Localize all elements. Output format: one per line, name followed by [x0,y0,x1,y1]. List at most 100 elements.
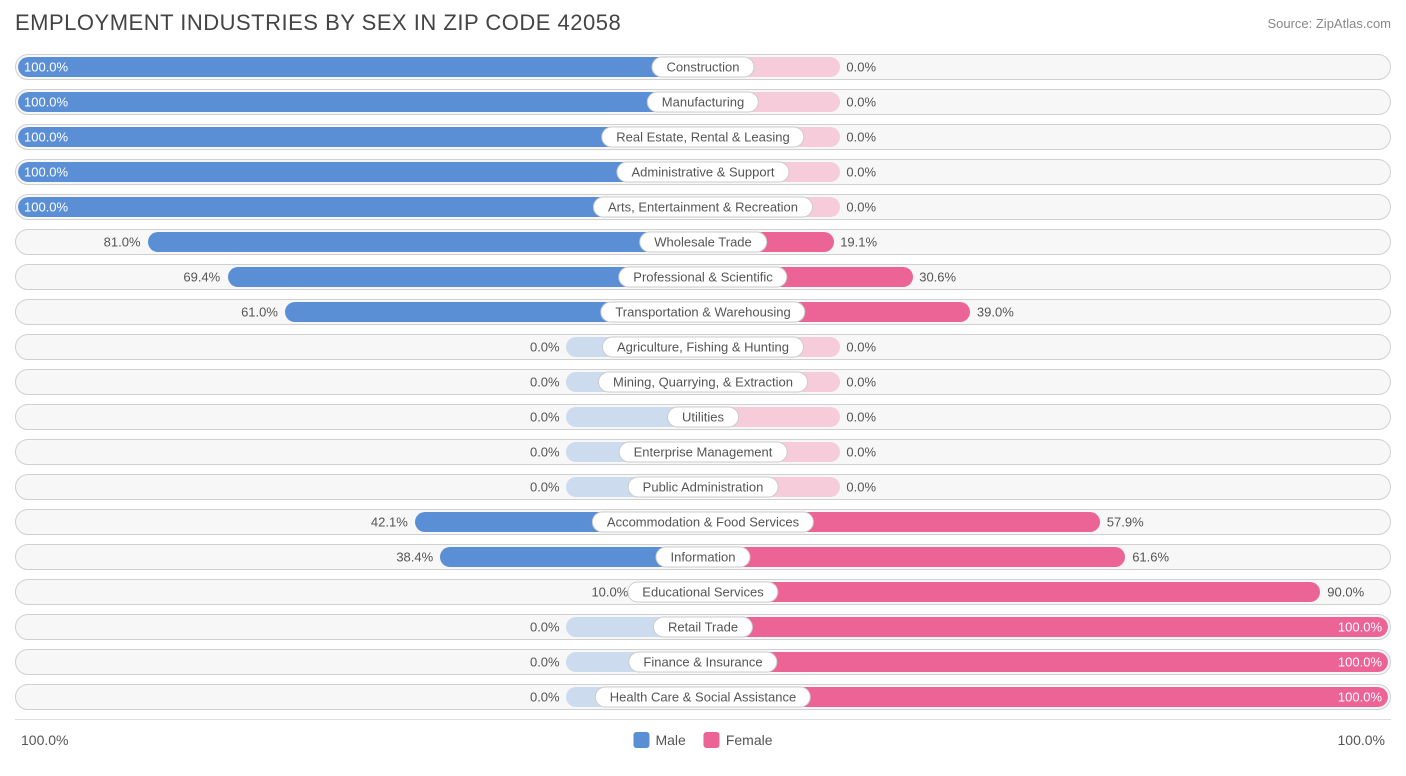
category-label: Enterprise Management [619,442,788,463]
chart-row: 0.0% 0.0% Public Administration [15,474,1391,500]
female-bar [703,652,1388,672]
male-pct-label: 100.0% [24,60,68,75]
chart-area: 100.0% 0.0% Construction 100.0% 0.0% Manufact… [15,54,1391,710]
category-label: Construction [652,57,755,78]
chart-row: 100.0% 0.0% Real Estate, Rental & Leasing [15,124,1391,150]
chart-row: 0.0% 0.0% Mining, Quarrying, & Extraction [15,369,1391,395]
category-label: Arts, Entertainment & Recreation [593,197,813,218]
male-bar [18,92,703,112]
male-pct-label: 0.0% [530,340,560,355]
female-pct-label: 0.0% [846,375,876,390]
axis-left-label: 100.0% [21,732,68,748]
chart-row: 0.0% 0.0% Enterprise Management [15,439,1391,465]
axis-right-label: 100.0% [1338,732,1385,748]
category-label: Information [655,547,750,568]
category-label: Educational Services [627,582,778,603]
category-label: Agriculture, Fishing & Hunting [602,337,804,358]
female-bar [703,617,1388,637]
chart-row: 81.0% 19.1% Wholesale Trade [15,229,1391,255]
legend: Male Female [633,732,772,748]
chart-source: Source: ZipAtlas.com [1267,16,1391,31]
chart-row: 0.0% 100.0% Retail Trade [15,614,1391,640]
legend-label-male: Male [655,732,685,748]
male-pct-label: 42.1% [371,515,408,530]
male-pct-label: 0.0% [530,375,560,390]
male-pct-label: 61.0% [241,305,278,320]
legend-swatch-male [633,732,649,748]
category-label: Manufacturing [647,92,759,113]
female-pct-label: 0.0% [846,200,876,215]
male-pct-label: 38.4% [396,550,433,565]
legend-item-female: Female [704,732,773,748]
male-pct-label: 0.0% [530,410,560,425]
female-pct-label: 0.0% [846,165,876,180]
female-pct-label: 100.0% [1338,620,1382,635]
category-label: Professional & Scientific [618,267,787,288]
category-label: Utilities [667,407,739,428]
category-label: Administrative & Support [616,162,789,183]
female-pct-label: 0.0% [846,410,876,425]
male-pct-label: 0.0% [530,445,560,460]
female-pct-label: 19.1% [840,235,877,250]
female-pct-label: 100.0% [1338,690,1382,705]
female-pct-label: 0.0% [846,480,876,495]
chart-footer: 100.0% Male Female 100.0% [15,728,1391,752]
category-label: Wholesale Trade [639,232,767,253]
chart-row: 0.0% 100.0% Health Care & Social Assistanc… [15,684,1391,710]
chart-row: 100.0% 0.0% Manufacturing [15,89,1391,115]
male-pct-label: 10.0% [591,585,628,600]
chart-row: 61.0% 39.0% Transportation & Warehousing [15,299,1391,325]
male-bar [18,57,703,77]
chart-row: 100.0% 0.0% Construction [15,54,1391,80]
legend-item-male: Male [633,732,685,748]
male-pct-label: 81.0% [104,235,141,250]
male-bar [18,127,703,147]
female-pct-label: 0.0% [846,130,876,145]
category-label: Health Care & Social Assistance [595,687,811,708]
category-label: Finance & Insurance [628,652,777,673]
female-pct-label: 39.0% [977,305,1014,320]
female-pct-label: 0.0% [846,445,876,460]
male-pct-label: 0.0% [530,655,560,670]
chart-row: 100.0% 0.0% Administrative & Support [15,159,1391,185]
female-pct-label: 61.6% [1132,550,1169,565]
chart-row: 42.1% 57.9% Accommodation & Food Services [15,509,1391,535]
female-pct-label: 30.6% [919,270,956,285]
chart-row: 100.0% 0.0% Arts, Entertainment & Recreati… [15,194,1391,220]
male-pct-label: 0.0% [530,620,560,635]
chart-row: 10.0% 90.0% Educational Services [15,579,1391,605]
category-label: Real Estate, Rental & Leasing [601,127,804,148]
chart-title: EMPLOYMENT INDUSTRIES BY SEX IN ZIP CODE… [15,10,621,36]
female-pct-label: 100.0% [1338,655,1382,670]
category-label: Transportation & Warehousing [600,302,805,323]
chart-header: EMPLOYMENT INDUSTRIES BY SEX IN ZIP CODE… [15,10,1391,36]
male-pct-label: 100.0% [24,165,68,180]
male-pct-label: 100.0% [24,200,68,215]
male-bar [148,232,703,252]
legend-swatch-female [704,732,720,748]
legend-label-female: Female [726,732,773,748]
separator-line [15,719,1391,720]
male-pct-label: 100.0% [24,130,68,145]
female-bar [703,547,1125,567]
chart-row: 0.0% 100.0% Finance & Insurance [15,649,1391,675]
chart-row: 69.4% 30.6% Professional & Scientific [15,264,1391,290]
female-pct-label: 0.0% [846,95,876,110]
male-bar [18,162,703,182]
female-pct-label: 0.0% [846,60,876,75]
female-pct-label: 57.9% [1107,515,1144,530]
male-pct-label: 69.4% [183,270,220,285]
female-pct-label: 0.0% [846,340,876,355]
female-bar [703,582,1320,602]
female-pct-label: 90.0% [1327,585,1364,600]
category-label: Retail Trade [653,617,753,638]
chart-row: 0.0% 0.0% Utilities [15,404,1391,430]
category-label: Public Administration [628,477,779,498]
category-label: Mining, Quarrying, & Extraction [598,372,808,393]
male-pct-label: 0.0% [530,690,560,705]
male-pct-label: 0.0% [530,480,560,495]
category-label: Accommodation & Food Services [592,512,814,533]
chart-row: 0.0% 0.0% Agriculture, Fishing & Hunting [15,334,1391,360]
male-pct-label: 100.0% [24,95,68,110]
chart-row: 38.4% 61.6% Information [15,544,1391,570]
